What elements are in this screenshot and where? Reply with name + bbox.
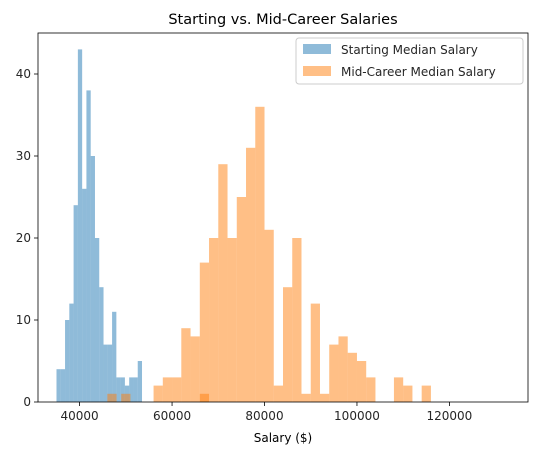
starting-bar xyxy=(112,311,117,402)
x-tick-label: 60000 xyxy=(153,409,191,423)
mid-career-bar xyxy=(310,303,320,402)
x-tick-label: 80000 xyxy=(245,409,283,423)
mid-career-bar xyxy=(366,377,376,402)
y-tick-label: 10 xyxy=(16,313,31,327)
mid-career-bar xyxy=(347,352,357,402)
mid-career-bar xyxy=(236,197,247,402)
mid-career-bar xyxy=(199,393,210,402)
mid-career-bar xyxy=(190,336,200,402)
mid-career-bar xyxy=(209,238,219,402)
mid-career-bar xyxy=(264,229,274,402)
legend: Starting Median Salary Mid-Career Median… xyxy=(295,37,524,85)
y-tick-label: 0 xyxy=(23,395,31,409)
mid-career-bar xyxy=(246,147,256,402)
mid-career-bar xyxy=(199,262,210,402)
bars-layer xyxy=(56,49,431,403)
mid-career-bar xyxy=(356,361,367,402)
starting-bar xyxy=(82,188,87,402)
starting-bar xyxy=(56,369,61,402)
mid-career-bar xyxy=(227,238,237,402)
x-axis-ticks: 40000 60000 80000 100000 120000 xyxy=(61,402,473,423)
starting-bar xyxy=(90,156,95,402)
starting-bar xyxy=(94,238,100,402)
mid-career-bar xyxy=(403,385,413,402)
starting-bar xyxy=(73,205,78,402)
mid-career-bar xyxy=(393,377,404,402)
mid-career-bar xyxy=(301,393,311,402)
legend-label-starting: Starting Median Salary xyxy=(341,43,478,57)
starting-bar xyxy=(107,344,113,402)
y-axis-ticks: 0 10 20 30 40 xyxy=(16,67,38,409)
x-tick-label: 40000 xyxy=(61,409,99,423)
mid-career-bar xyxy=(292,238,302,402)
x-axis-label: Salary ($) xyxy=(254,431,313,445)
legend-swatch-mid-career xyxy=(303,66,331,76)
y-tick-label: 30 xyxy=(16,149,31,163)
legend-swatch-starting xyxy=(303,44,331,54)
starting-bar xyxy=(137,361,143,402)
mid-career-bar xyxy=(181,328,191,402)
x-tick-label: 100000 xyxy=(334,409,380,423)
starting-bar xyxy=(120,377,125,402)
starting-bar xyxy=(116,377,121,402)
mid-career-bar xyxy=(172,377,182,402)
mid-career-bar xyxy=(319,393,330,402)
mid-career-bar xyxy=(329,344,339,402)
starting-bar xyxy=(69,303,74,402)
mid-career-bar xyxy=(338,336,348,402)
x-tick-label: 120000 xyxy=(427,409,473,423)
mid-career-bar xyxy=(153,385,163,402)
starting-bar xyxy=(86,90,91,403)
starting-bar xyxy=(60,369,66,402)
y-tick-label: 40 xyxy=(16,67,31,81)
plot-frame xyxy=(37,32,529,403)
mid-career-bar xyxy=(107,393,117,402)
starting-bar xyxy=(133,377,138,402)
mid-career-bar xyxy=(121,393,131,402)
starting-bar xyxy=(77,49,83,403)
mid-career-bar xyxy=(162,377,173,402)
mid-career-bar xyxy=(218,164,228,402)
starting-bar xyxy=(65,320,70,402)
mid-career-bar xyxy=(421,385,431,402)
starting-bar xyxy=(103,344,108,402)
chart-title: Starting vs. Mid-Career Salaries xyxy=(168,12,397,28)
mid-career-bar xyxy=(255,106,265,403)
legend-box xyxy=(295,37,524,85)
legend-label-mid-career: Mid-Career Median Salary xyxy=(341,65,496,79)
starting-bar xyxy=(129,377,134,402)
starting-bar xyxy=(99,287,104,402)
mid-career-bar xyxy=(283,287,293,402)
mid-career-bar xyxy=(273,385,283,402)
y-tick-label: 20 xyxy=(16,231,31,245)
